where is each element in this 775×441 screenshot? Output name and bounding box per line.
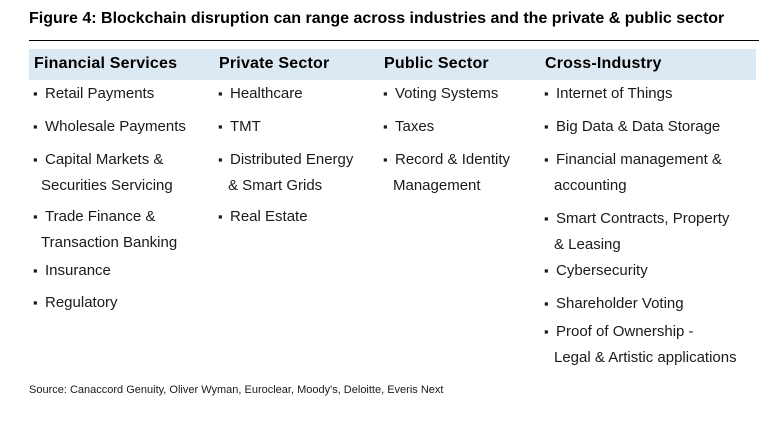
bullet-icon: ▪ <box>544 211 549 226</box>
list-item: ▪ Healthcare <box>218 81 303 107</box>
list-item-text: Retail Payments <box>45 85 155 102</box>
list-item-text: Cybersecurity <box>556 262 648 279</box>
figure-title: Figure 4: Blockchain disruption can rang… <box>29 10 725 27</box>
list-item: ▪ Big Data & Data Storage <box>544 114 720 140</box>
bullet-icon: ▪ <box>218 152 223 167</box>
bullet-icon: ▪ <box>33 263 38 278</box>
list-item-text: Trade Finance & <box>45 208 156 225</box>
list-item-text: TMT <box>230 118 261 135</box>
list-item: ▪ Voting Systems <box>383 81 498 107</box>
bullet-icon: ▪ <box>218 119 223 134</box>
list-item: ▪ Cybersecurity <box>544 258 648 284</box>
bullet-icon: ▪ <box>544 263 549 278</box>
list-item-text: Proof of Ownership - <box>556 323 694 340</box>
bullet-icon: ▪ <box>33 209 38 224</box>
list-item-text-continued: Management <box>393 177 481 194</box>
bullet-icon: ▪ <box>383 86 388 101</box>
list-item-text: Internet of Things <box>556 85 673 102</box>
bullet-icon: ▪ <box>33 152 38 167</box>
list-item: ▪ Retail Payments <box>33 81 154 107</box>
list-item: ▪ Smart Contracts, Property & Leasing <box>544 206 729 258</box>
list-item-text: Taxes <box>395 118 435 135</box>
list-item-text: Regulatory <box>45 294 118 311</box>
list-item: ▪ Taxes <box>383 114 434 140</box>
list-item: ▪ TMT <box>218 114 261 140</box>
list-item: ▪ Wholesale Payments <box>33 114 186 140</box>
list-item-text-continued: Legal & Artistic applications <box>554 349 737 366</box>
bullet-icon: ▪ <box>544 296 549 311</box>
list-item-text: Healthcare <box>230 85 303 102</box>
list-item: ▪ Distributed Energy & Smart Grids <box>218 147 353 199</box>
list-item-text-continued: & Leasing <box>554 236 621 253</box>
list-item-text-continued: accounting <box>554 177 627 194</box>
list-item: ▪ Real Estate <box>218 204 308 230</box>
list-item-text-continued: & Smart Grids <box>228 177 323 194</box>
list-item-text-continued: Transaction Banking <box>41 234 178 251</box>
bullet-icon: ▪ <box>33 295 38 310</box>
bullet-icon: ▪ <box>544 119 549 134</box>
column-header-financial-services: Financial Services <box>34 55 178 72</box>
list-item-text: Big Data & Data Storage <box>556 118 721 135</box>
bullet-icon: ▪ <box>33 119 38 134</box>
list-item: ▪ Financial management & accounting <box>544 147 722 199</box>
list-item-text: Wholesale Payments <box>45 118 186 135</box>
header-band <box>29 49 756 80</box>
list-item: ▪ Regulatory <box>33 290 118 316</box>
list-item: ▪ Shareholder Voting <box>544 291 684 317</box>
list-item-text: Shareholder Voting <box>556 295 684 312</box>
bullet-icon: ▪ <box>33 86 38 101</box>
bullet-icon: ▪ <box>218 86 223 101</box>
list-item: ▪ Insurance <box>33 258 111 284</box>
list-item-text: Smart Contracts, Property <box>556 210 730 227</box>
list-item-text-continued: Securities Servicing <box>41 177 173 194</box>
bullet-icon: ▪ <box>383 119 388 134</box>
list-item-text: Capital Markets & <box>45 151 164 168</box>
bullet-icon: ▪ <box>544 324 549 339</box>
list-item: ▪ Proof of Ownership - Legal & Artistic a… <box>544 319 737 371</box>
list-item-text: Insurance <box>45 262 111 279</box>
bullet-icon: ▪ <box>544 86 549 101</box>
list-item-text: Distributed Energy <box>230 151 354 168</box>
list-item-text: Voting Systems <box>395 85 499 102</box>
list-item: ▪ Record & Identity Management <box>383 147 510 199</box>
bullet-icon: ▪ <box>218 209 223 224</box>
list-item-text: Real Estate <box>230 208 308 225</box>
bullet-icon: ▪ <box>383 152 388 167</box>
column-header-cross-industry: Cross-Industry <box>545 55 662 72</box>
column-header-private-sector: Private Sector <box>219 55 330 72</box>
source-note: Source: Canaccord Genuity, Oliver Wyman,… <box>29 384 444 396</box>
list-item: ▪ Trade Finance & Transaction Banking <box>33 204 177 256</box>
list-item: ▪ Capital Markets & Securities Servicing <box>33 147 173 199</box>
column-header-public-sector: Public Sector <box>384 55 489 72</box>
title-rule <box>29 40 759 41</box>
bullet-icon: ▪ <box>544 152 549 167</box>
list-item-text: Record & Identity <box>395 151 511 168</box>
list-item: ▪ Internet of Things <box>544 81 672 107</box>
list-item-text: Financial management & <box>556 151 722 168</box>
